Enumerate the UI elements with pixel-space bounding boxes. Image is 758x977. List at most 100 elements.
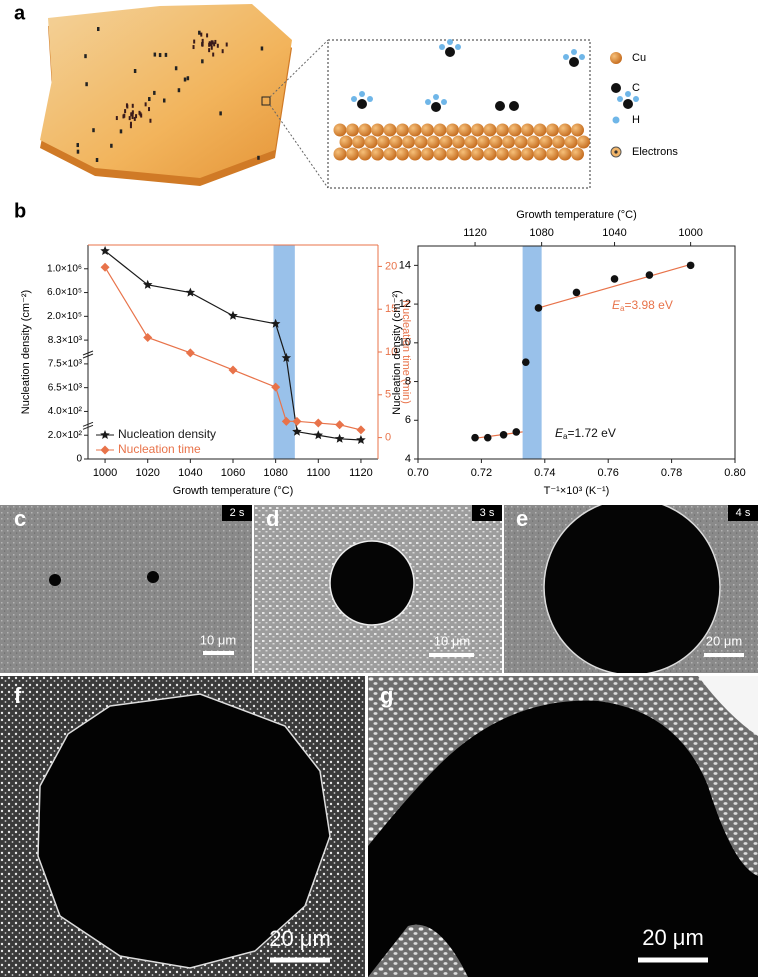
- y2-tick-label: 0: [385, 432, 391, 444]
- series-line: [104, 266, 362, 431]
- cu-atom: [546, 123, 559, 137]
- x-tick-label: 1040: [178, 467, 202, 479]
- domain: [368, 700, 758, 977]
- fit-line: [538, 263, 691, 309]
- cu-atom: [552, 135, 565, 149]
- x-tick-label: 1100: [306, 467, 330, 479]
- marker: [228, 365, 238, 375]
- annotation: Ea=1.72 eV: [555, 426, 616, 441]
- hydrogen: [617, 96, 623, 102]
- cu-atom: [496, 147, 509, 161]
- cu-atom: [433, 123, 447, 137]
- carbon: [445, 47, 455, 57]
- cu-atom: [408, 123, 422, 137]
- legend-marker: [100, 430, 110, 439]
- nucleus: [125, 103, 128, 108]
- x2-tick-label: 1000: [678, 227, 702, 239]
- legend-icon: [612, 116, 620, 124]
- y-tick-label: 6.5×10³: [48, 382, 83, 393]
- x-tick-label: 1120: [349, 467, 373, 479]
- panel-label: e: [516, 506, 528, 531]
- zoom-line: [269, 39, 329, 98]
- y2-tick-label: 10: [385, 346, 397, 358]
- scale-label: 20 μm: [706, 633, 742, 648]
- cu-atom: [421, 123, 434, 137]
- marker: [271, 382, 281, 392]
- y2-tick-label: 5: [385, 389, 391, 401]
- legend-label: Nucleation density: [118, 427, 216, 441]
- cu-atom: [402, 135, 415, 149]
- adsorbate: [257, 155, 260, 160]
- legend-label: Nucleation time: [118, 442, 201, 456]
- carbon: [357, 99, 367, 109]
- cu-atom: [433, 147, 447, 161]
- y2-tick-label: 15: [385, 303, 397, 315]
- cu-atom: [539, 135, 553, 149]
- cu-atom: [496, 123, 509, 137]
- nucleus: [148, 107, 151, 112]
- y-tick-label: 6: [405, 414, 411, 426]
- hydrogen: [441, 99, 447, 105]
- legend-label: Electrons: [632, 146, 678, 158]
- marker: [356, 425, 366, 435]
- axis-break: [82, 421, 94, 430]
- panel-label: d: [266, 506, 279, 531]
- x-tick-label: 0.74: [534, 467, 555, 479]
- marker: [185, 287, 196, 297]
- hydrogen: [579, 54, 585, 60]
- point: [499, 430, 508, 439]
- micrograph: 2 s 10 μm: [0, 505, 252, 673]
- cu-atom: [564, 135, 578, 149]
- x-tick-label: 0.78: [661, 467, 682, 479]
- nucleus: [201, 42, 204, 47]
- cu-atom: [364, 135, 378, 149]
- hydrogen: [455, 44, 461, 50]
- cu-atom: [558, 123, 572, 137]
- cu-atom: [396, 123, 409, 137]
- x2-axis-title: Growth temperature (°C): [516, 209, 637, 221]
- cu-atom: [446, 147, 459, 161]
- nucleus: [214, 39, 217, 44]
- nucleus: [131, 103, 134, 108]
- y-axis-title: Nucleation density (cm⁻²): [20, 290, 32, 414]
- cu-atom: [333, 147, 347, 161]
- carbon: [431, 102, 441, 112]
- adsorbate: [162, 98, 166, 103]
- cu-atom: [414, 135, 428, 149]
- cu-atom: [514, 135, 528, 149]
- point: [471, 433, 479, 442]
- y-axis-title: Nucleation density (cm⁻²): [391, 290, 403, 414]
- cu-atom: [377, 135, 390, 149]
- nucleus: [144, 102, 147, 107]
- annotation-part: E: [555, 426, 564, 440]
- shaded-band: [522, 246, 542, 459]
- legend-label: Cu: [632, 52, 646, 64]
- x2-tick-label: 1080: [529, 227, 553, 239]
- nucleus: [210, 42, 213, 47]
- carbon: [509, 101, 519, 111]
- schematic-frame: [327, 39, 591, 189]
- nucleus: [192, 45, 195, 50]
- micrograph: 20 μm: [0, 676, 365, 977]
- hydrogen: [367, 96, 373, 102]
- domain: [49, 574, 61, 586]
- nucleus: [129, 124, 132, 129]
- nucleus: [129, 121, 132, 126]
- x-tick-label: 1080: [263, 467, 287, 479]
- x2-tick-label: 1120: [463, 227, 487, 239]
- cu-atom: [464, 135, 478, 149]
- time-badge: [222, 505, 252, 521]
- cu-atom: [458, 123, 472, 137]
- marker: [313, 418, 323, 428]
- point: [521, 358, 530, 366]
- adsorbate: [76, 143, 79, 148]
- y2-axis-title: Nucleation time (min): [400, 300, 412, 404]
- adsorbate: [219, 111, 222, 116]
- nucleus: [208, 42, 211, 47]
- cu-atom: [527, 135, 540, 149]
- x-tick-label: 0.70: [407, 467, 428, 479]
- y-tick-label: 8: [405, 375, 411, 387]
- cu-atom: [458, 147, 472, 161]
- y-tick-label: 10: [399, 337, 411, 349]
- nucleus: [200, 32, 203, 37]
